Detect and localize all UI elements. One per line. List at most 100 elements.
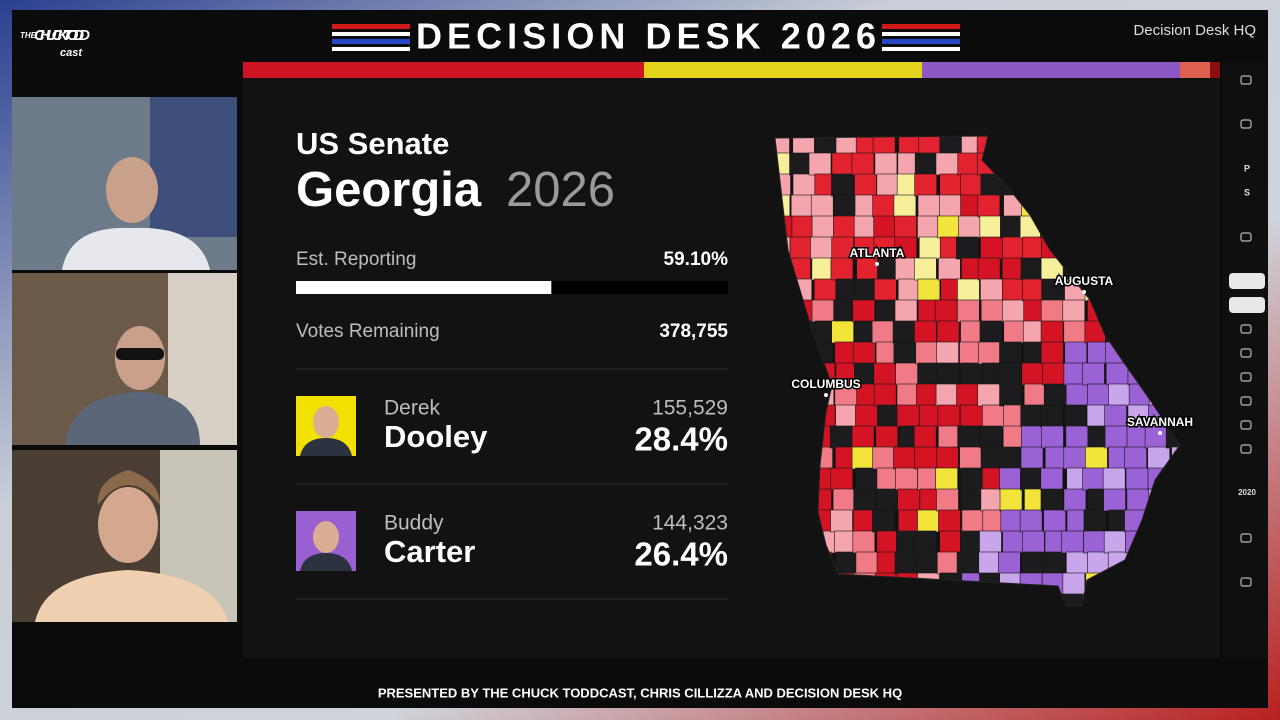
votes-remaining: 378,755 <box>659 321 728 342</box>
logo-main: CHUCK TODD <box>34 27 90 44</box>
county <box>936 551 960 575</box>
county <box>874 152 898 176</box>
county <box>830 467 854 491</box>
county <box>1040 320 1064 344</box>
sidebar-icon <box>1240 324 1252 334</box>
county <box>1021 551 1045 575</box>
sidebar-icon <box>1240 577 1252 587</box>
county <box>957 278 980 302</box>
county <box>873 215 896 239</box>
county <box>938 509 961 533</box>
county <box>999 362 1023 386</box>
county <box>960 173 983 197</box>
candidate-suit <box>300 438 352 456</box>
county <box>1000 509 1024 533</box>
county <box>916 383 939 407</box>
county <box>895 362 918 386</box>
candidate-face <box>313 521 339 553</box>
county <box>1040 404 1063 428</box>
sidebar <box>1222 62 1268 658</box>
county <box>936 362 960 386</box>
county <box>871 320 895 344</box>
county <box>999 488 1023 512</box>
county <box>999 383 1022 407</box>
county <box>917 194 941 218</box>
county <box>1063 488 1087 512</box>
county <box>808 152 832 176</box>
city-dot <box>1158 431 1162 435</box>
county <box>835 404 858 428</box>
county <box>959 446 982 470</box>
sidebar-icon <box>1240 232 1252 242</box>
county <box>1022 530 1045 554</box>
county <box>917 215 940 239</box>
county <box>960 467 984 491</box>
county <box>935 467 958 491</box>
county <box>789 152 812 176</box>
county <box>1104 404 1127 428</box>
county <box>1065 551 1089 575</box>
county <box>1103 488 1126 512</box>
county <box>980 278 1003 302</box>
county <box>894 299 918 323</box>
county <box>893 446 916 470</box>
county <box>918 236 942 260</box>
county <box>980 236 1003 260</box>
county <box>1040 488 1064 512</box>
county <box>895 257 918 281</box>
county <box>897 278 921 302</box>
county <box>1105 362 1129 386</box>
county <box>916 551 939 575</box>
county <box>852 530 876 554</box>
county <box>939 530 962 554</box>
county <box>935 446 959 470</box>
county <box>960 488 984 512</box>
county <box>852 509 876 533</box>
county <box>1023 383 1047 407</box>
county <box>979 425 1003 449</box>
county <box>1102 467 1126 491</box>
county <box>833 194 857 218</box>
county <box>1065 383 1089 407</box>
logo-top: THE <box>20 31 37 40</box>
candidate-last: Dooley <box>384 419 488 454</box>
county <box>938 257 961 281</box>
county <box>960 362 983 386</box>
county <box>872 194 895 218</box>
county <box>792 173 816 197</box>
city-dot <box>1082 290 1086 294</box>
county <box>893 341 917 365</box>
county <box>1041 425 1064 449</box>
county <box>980 488 1004 512</box>
sidebar-icons: P S 2020 <box>1229 75 1265 587</box>
county <box>892 320 916 344</box>
county <box>1019 509 1043 533</box>
sidebar-icon <box>1240 420 1252 430</box>
county <box>999 341 1022 365</box>
county <box>1063 320 1087 344</box>
county <box>1065 425 1089 449</box>
county <box>914 446 937 470</box>
reporting-bar <box>296 281 552 294</box>
county <box>977 194 1001 218</box>
county <box>1002 278 1025 302</box>
county <box>1042 362 1065 386</box>
county <box>1003 320 1027 344</box>
county <box>913 425 937 449</box>
county <box>830 509 853 533</box>
county <box>914 173 937 197</box>
county <box>854 173 877 197</box>
county <box>853 278 876 302</box>
county <box>1002 530 1025 554</box>
county <box>957 299 980 323</box>
county <box>852 299 876 323</box>
county <box>894 551 918 575</box>
county <box>1144 425 1168 449</box>
county <box>831 320 854 344</box>
sidebar-icon <box>1240 348 1252 358</box>
county <box>872 509 895 533</box>
county <box>914 257 937 281</box>
county <box>1082 362 1105 386</box>
county <box>851 446 875 470</box>
